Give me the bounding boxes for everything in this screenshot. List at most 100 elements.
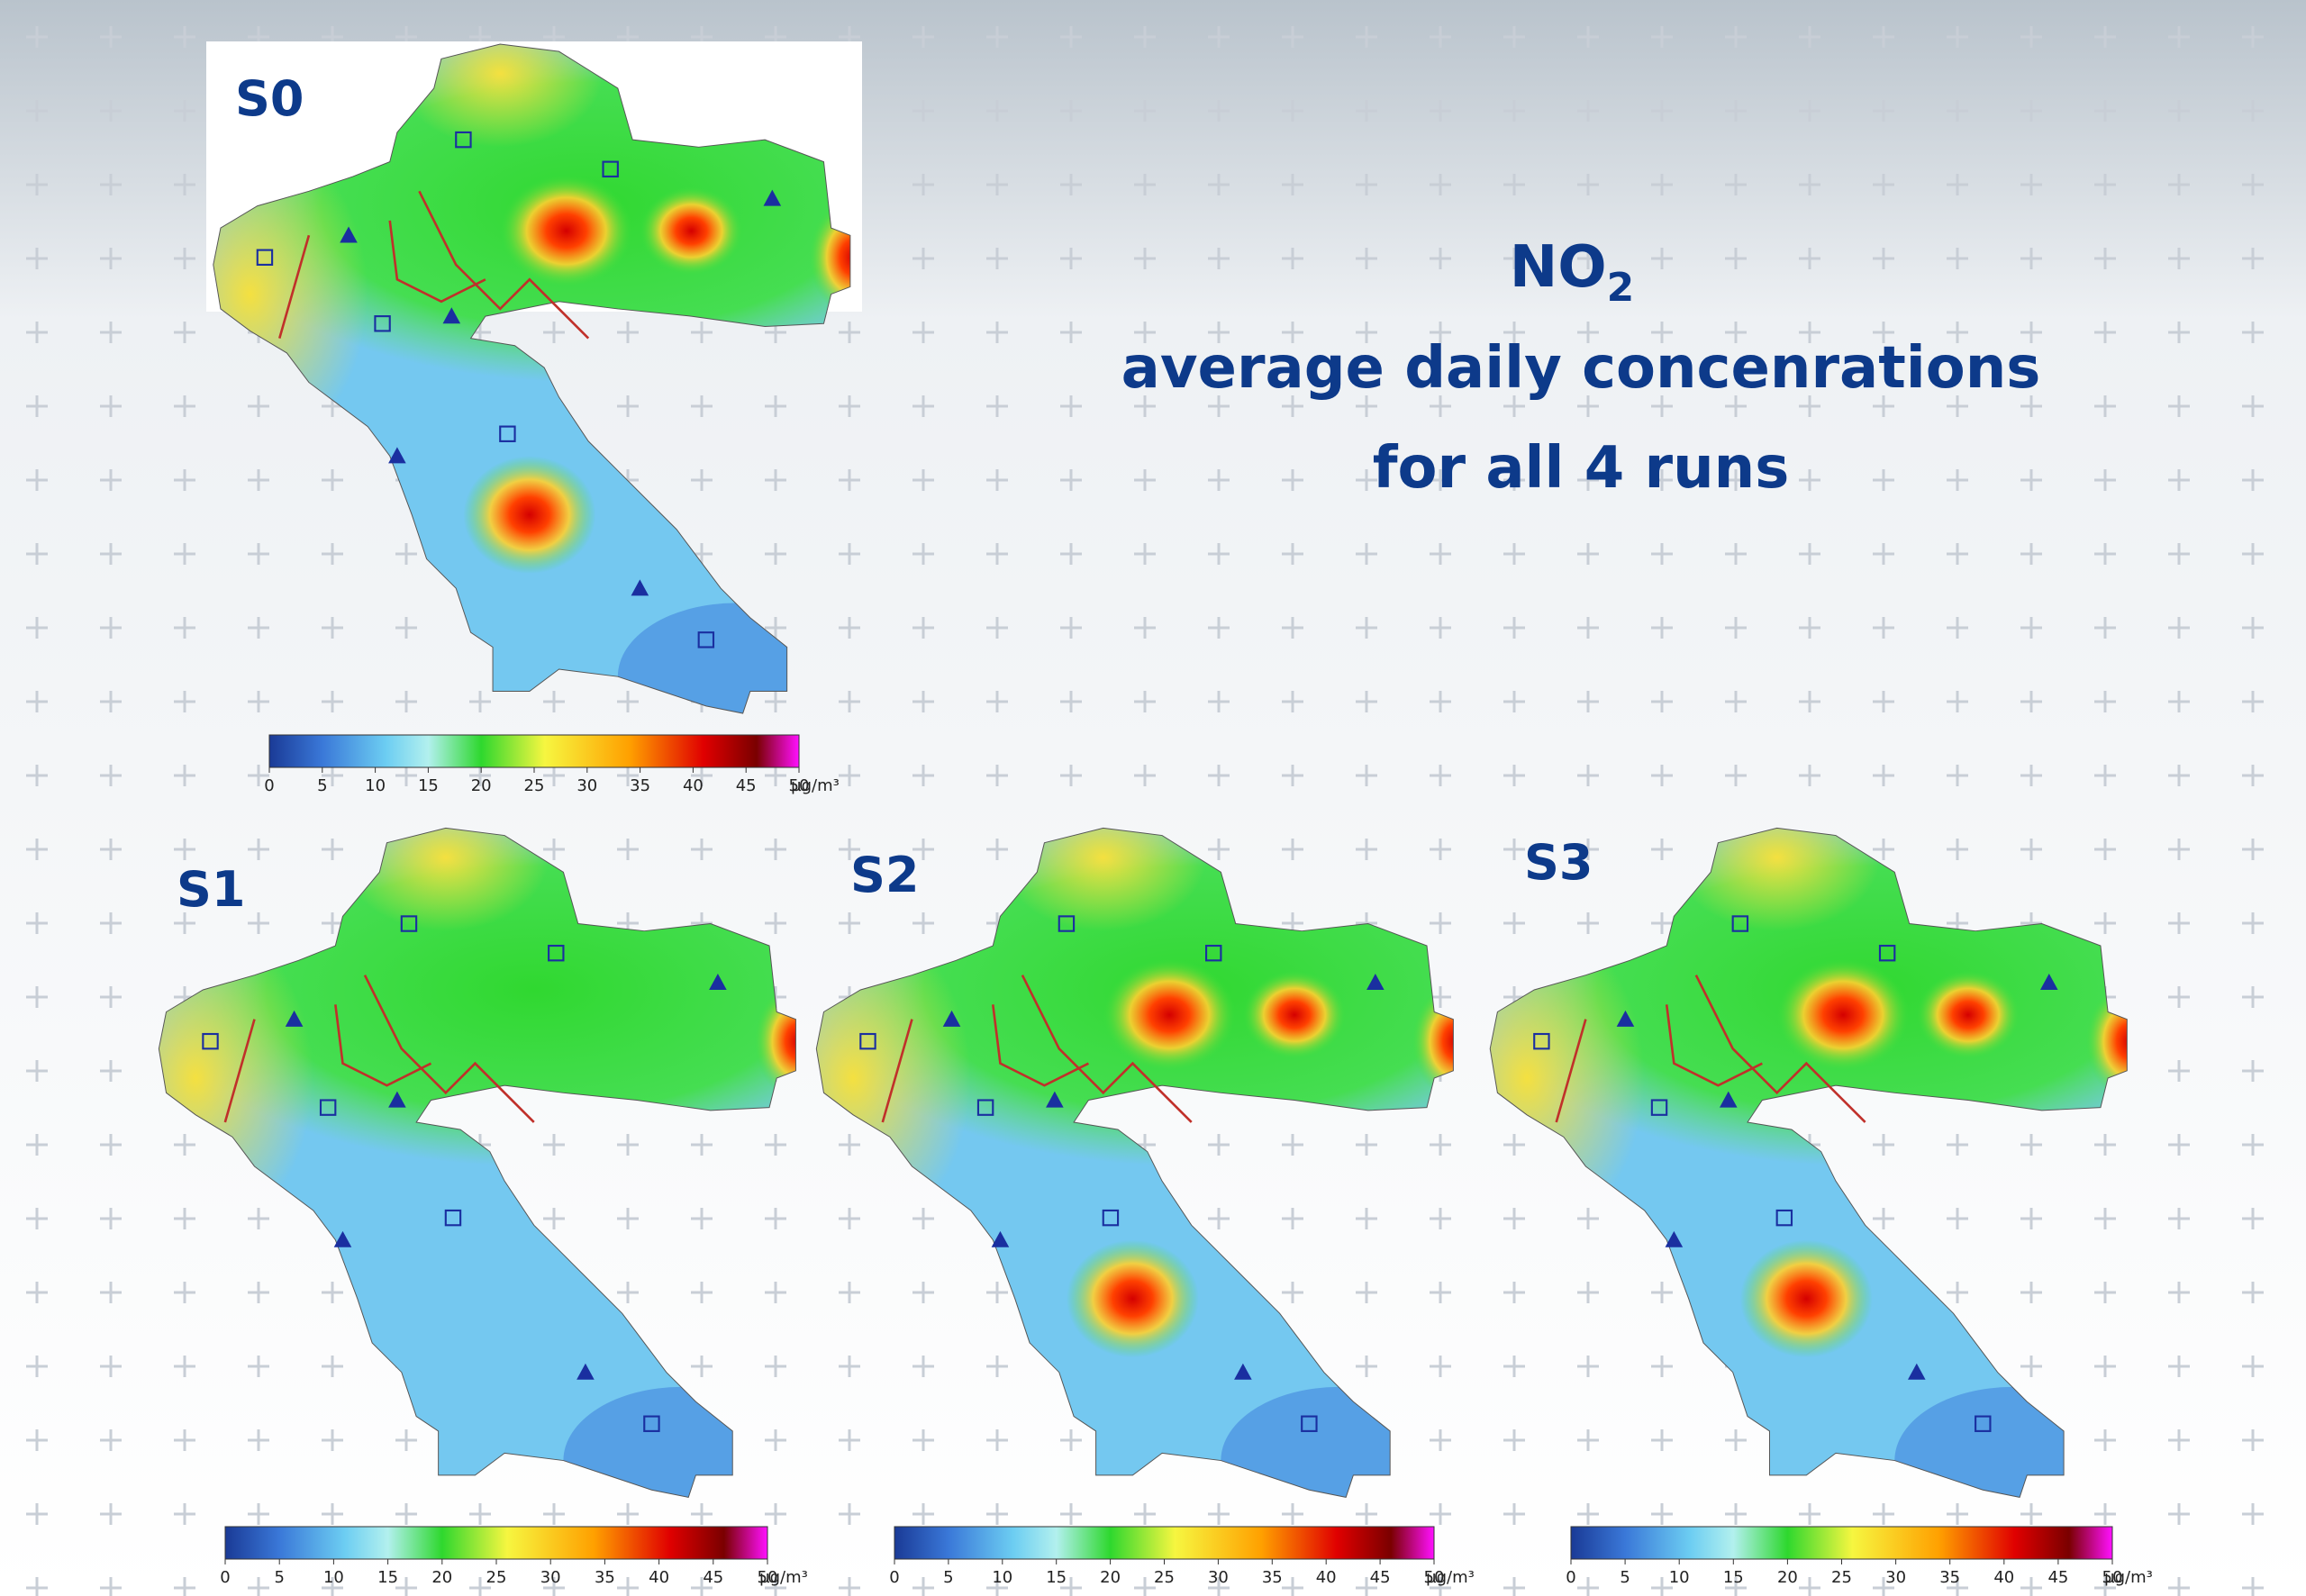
station-triangle	[709, 974, 727, 991]
station-triangle	[1908, 1363, 1926, 1380]
station-triangle	[1719, 1091, 1738, 1108]
map-region	[159, 916, 313, 1240]
station-triangle	[333, 1230, 352, 1247]
station-square	[499, 425, 516, 442]
colorbar-tick-label: 0	[1566, 1568, 1575, 1587]
colorbar-tick-label: 25	[1154, 1568, 1175, 1587]
colorbar-tick-label: 40	[1316, 1568, 1337, 1587]
station-triangle	[1366, 974, 1385, 991]
colorbar-tick-label: 30	[576, 776, 597, 795]
colorbar-tick-label: 25	[1831, 1568, 1852, 1587]
colorbar-tick-label: 50	[758, 1568, 778, 1587]
border	[363, 975, 535, 1123]
colorbar-tick-label: 20	[1777, 1568, 1798, 1587]
colorbar-tick-label: 0	[889, 1568, 899, 1587]
colorbar-tick-label: 30	[1885, 1568, 1906, 1587]
colorbar-tick-label: 15	[377, 1568, 398, 1587]
colorbar	[268, 734, 800, 768]
hotspot	[1776, 958, 1910, 1071]
colorbar-tick-label: 5	[943, 1568, 953, 1587]
colorbar	[894, 1526, 1435, 1560]
colorbar-tick-label: 40	[1993, 1568, 2014, 1587]
station-triangle	[1616, 1010, 1635, 1027]
colorbar	[1570, 1526, 2113, 1560]
station-square	[1878, 944, 1896, 962]
colorbar-tick-label: 35	[1262, 1568, 1283, 1587]
station-square	[1650, 1099, 1668, 1116]
station-square	[1301, 1415, 1318, 1432]
station-square	[1533, 1032, 1550, 1050]
colorbar-tick-label: 10	[365, 776, 386, 795]
station-triangle	[991, 1230, 1010, 1247]
colorbar-tick-label: 45	[736, 776, 757, 795]
colorbar-tick-label: 40	[649, 1568, 669, 1587]
map-outline	[815, 827, 1454, 1498]
colorbar-tick-label: 45	[703, 1568, 723, 1587]
station-triangle	[2039, 974, 2058, 991]
colorbar-tick-label: 5	[1620, 1568, 1630, 1587]
station-square	[319, 1099, 337, 1116]
colorbar-tick-label: 10	[1669, 1568, 1690, 1587]
colorbar	[224, 1526, 768, 1560]
colorbar-tick-label: 50	[789, 776, 810, 795]
station-square	[455, 131, 472, 149]
station-square	[1204, 944, 1222, 962]
station-triangle	[942, 1010, 961, 1027]
station-triangle	[442, 307, 461, 324]
hotspot	[1242, 970, 1347, 1059]
station-triangle	[631, 579, 649, 596]
station-square	[859, 1032, 876, 1050]
colorbar-tick-label: 30	[1208, 1568, 1229, 1587]
station-square	[976, 1099, 994, 1116]
colorbar-tick-label: 35	[595, 1568, 615, 1587]
title-line1: NO2	[1510, 234, 1635, 311]
border	[418, 190, 590, 340]
station-triangle	[285, 1010, 304, 1027]
colorbar-tick-label: 10	[992, 1568, 1012, 1587]
map-outline	[158, 827, 796, 1498]
colorbar-unit: µg/m³	[759, 1568, 808, 1587]
hotspot	[1916, 970, 2020, 1059]
border	[223, 1004, 432, 1123]
map-region	[342, 828, 549, 931]
colorbar-tick-label: 50	[1424, 1568, 1445, 1587]
colorbar-tick-label: 50	[2102, 1568, 2123, 1587]
station-square	[400, 915, 418, 932]
colorbar-tick-label: 25	[524, 776, 545, 795]
colorbar-tick-label: 45	[2047, 1568, 2068, 1587]
station-triangle	[576, 1363, 595, 1380]
station-square	[1058, 915, 1076, 932]
station-square	[202, 1032, 219, 1050]
colorbar-tick-label: 20	[471, 776, 492, 795]
hotspot	[500, 175, 633, 287]
hotspot	[1739, 1239, 1873, 1358]
hotspot	[463, 456, 596, 574]
station-square	[602, 160, 619, 178]
map-region	[1000, 828, 1207, 931]
map-region	[816, 916, 971, 1240]
hotspot	[640, 186, 743, 276]
colorbar-tick-label: 25	[486, 1568, 507, 1587]
colorbar-tick-label: 15	[418, 776, 439, 795]
hotspot	[1103, 958, 1236, 1071]
station-triangle	[1234, 1363, 1252, 1380]
colorbar-tick-label: 45	[1370, 1568, 1391, 1587]
station-triangle	[388, 1091, 406, 1108]
colorbar-unit: µg/m³	[1426, 1568, 1475, 1587]
border	[1694, 975, 1866, 1123]
title-line3: for all 4 runs	[1373, 435, 1790, 502]
colorbar-tick-label: 35	[1939, 1568, 1960, 1587]
border	[1555, 1004, 1763, 1123]
station-square	[1102, 1209, 1120, 1227]
map-outline	[1489, 827, 2128, 1498]
panel-label: S1	[177, 861, 245, 918]
station-square	[1731, 915, 1749, 932]
station-square	[374, 315, 391, 332]
colorbar-tick-label: 5	[317, 776, 327, 795]
title-line2: average daily concenrations	[1121, 335, 2041, 402]
panel-label: S3	[1524, 834, 1593, 891]
colorbar-unit: µg/m³	[2104, 1568, 2153, 1587]
map-outline	[213, 43, 851, 714]
colorbar-unit: µg/m³	[791, 776, 840, 795]
